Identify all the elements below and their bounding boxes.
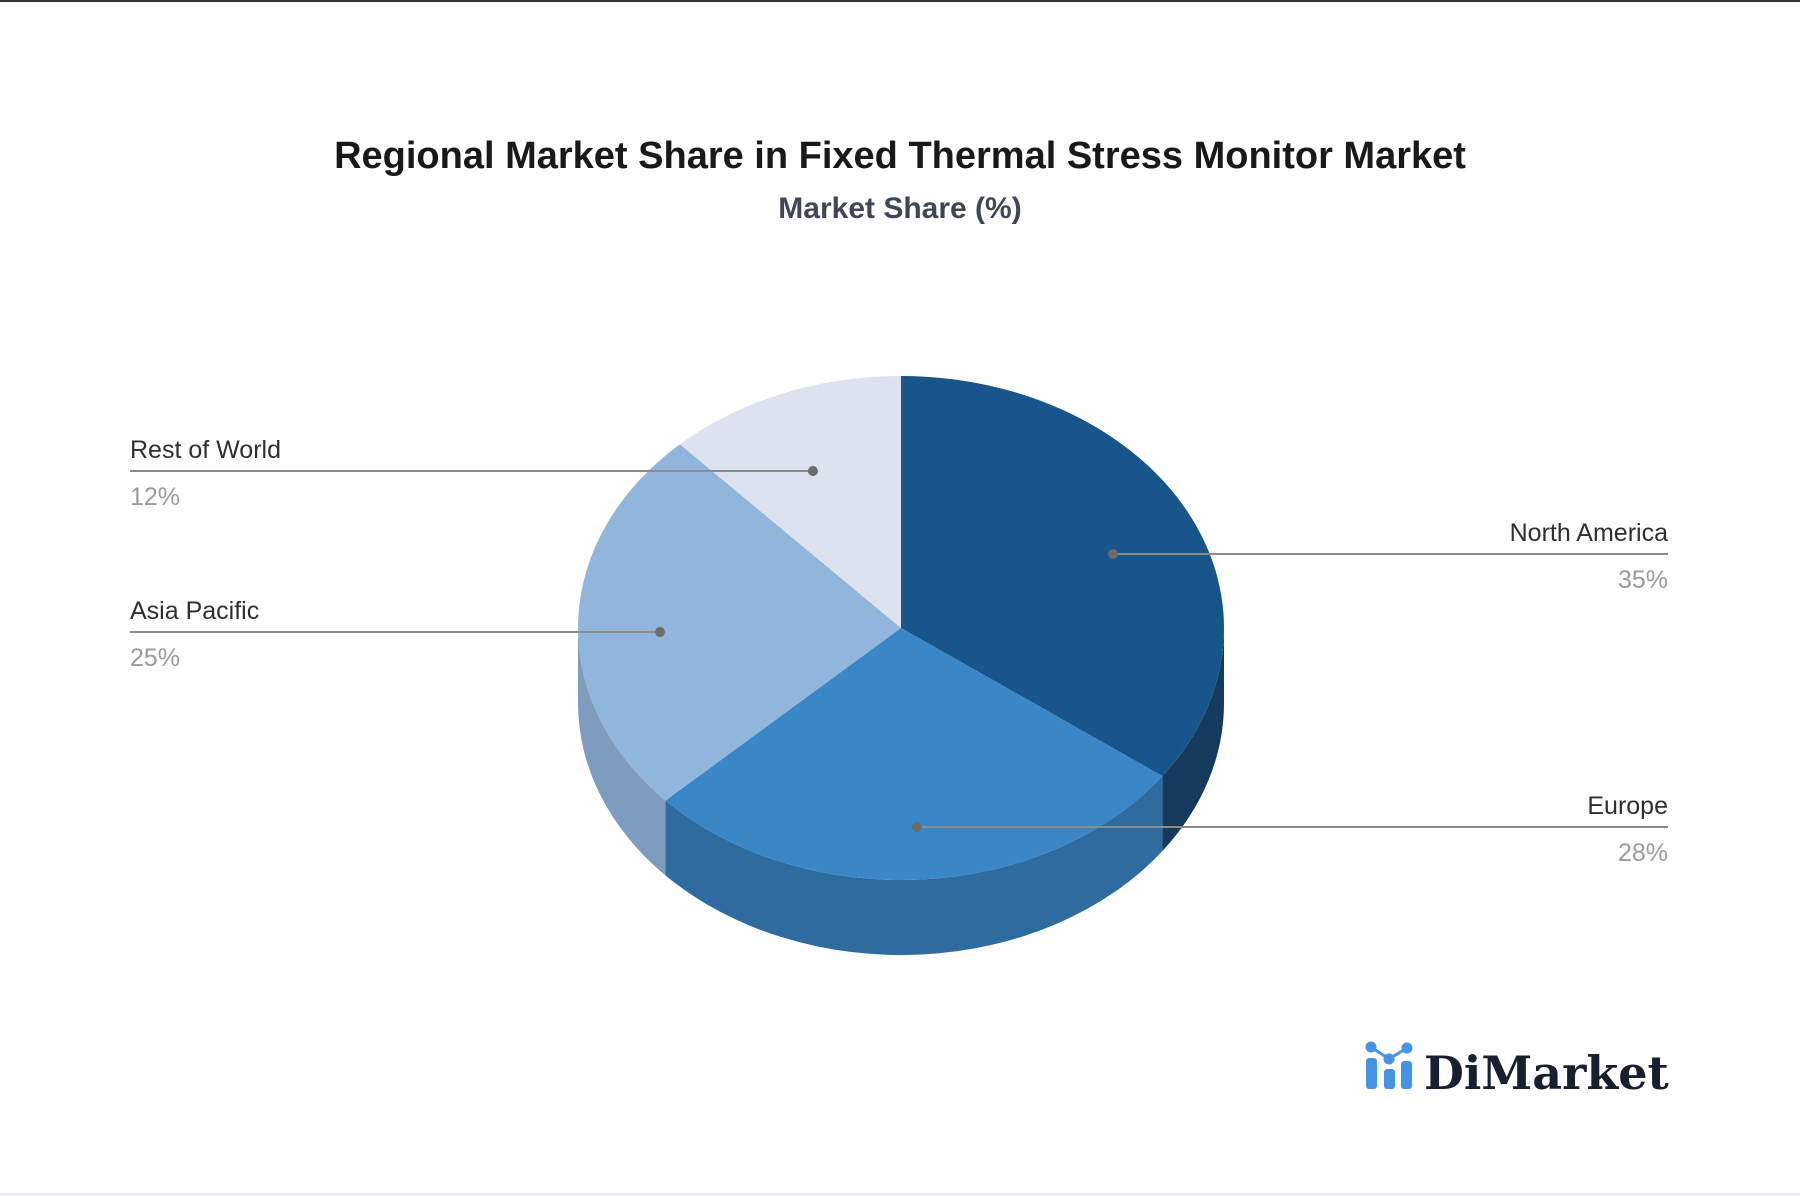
slice-label: Asia Pacific (130, 597, 259, 625)
slice-percent: 35% (1618, 566, 1668, 594)
pie-slice-asia-pacific[interactable] (578, 444, 901, 801)
pie-slice-side-north-america (1162, 628, 1224, 852)
pie-slice-europe[interactable] (665, 628, 1163, 880)
pie-slice-side-europe (665, 776, 1163, 955)
slice-label: Europe (1587, 792, 1668, 820)
logo-bar (1401, 1061, 1412, 1089)
pie-slice-rest-of-world[interactable] (679, 376, 901, 628)
data-label-north-america: North America 35% (1108, 519, 1668, 594)
logo-dot (1383, 1053, 1395, 1065)
pie-data-labels: North America 35% Europe 28% Asia Pacific 25%… (130, 436, 1668, 867)
bottom-edge-line (0, 1193, 1800, 1196)
top-edge-line (0, 0, 1800, 2)
pie-slice-side-asia-pacific (578, 628, 666, 876)
pie-slice-north-america[interactable] (901, 376, 1224, 777)
pie-3d-top (578, 376, 1224, 880)
data-label-europe: Europe 28% (912, 792, 1668, 867)
leader-dot (912, 822, 922, 832)
logo-text: DiMarket (1424, 1046, 1669, 1100)
logo-bar (1366, 1058, 1377, 1089)
data-label-asia-pacific: Asia Pacific 25% (130, 597, 665, 672)
slice-percent: 28% (1618, 839, 1668, 867)
chart-subtitle: Market Share (%) (778, 192, 1021, 225)
data-label-rest-of-world: Rest of World 12% (130, 436, 818, 511)
logo-bar (1384, 1069, 1395, 1089)
logo-dot (1401, 1042, 1413, 1054)
bar-chart-icon (1365, 1041, 1413, 1089)
slice-percent: 12% (130, 483, 180, 511)
leader-dot (808, 466, 818, 476)
slice-percent: 25% (130, 644, 180, 672)
leader-dot (1108, 549, 1118, 559)
slice-label: North America (1510, 519, 1668, 547)
pie-3d-sides (578, 628, 1224, 955)
slice-label: Rest of World (130, 436, 281, 464)
brand-logo: DiMarket (1365, 1041, 1669, 1100)
leader-dot (655, 627, 665, 637)
logo-dot (1365, 1041, 1377, 1053)
chart-title: Regional Market Share in Fixed Thermal S… (334, 135, 1466, 177)
